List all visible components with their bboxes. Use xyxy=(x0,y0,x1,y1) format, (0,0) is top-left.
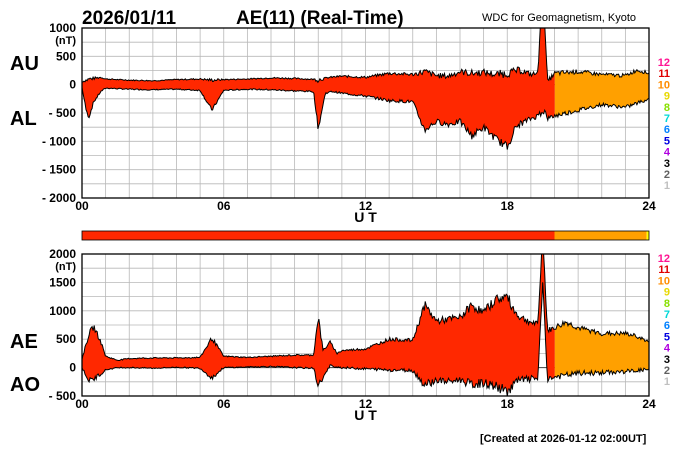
level-label: 7 xyxy=(664,309,670,321)
area-before-20ut xyxy=(82,28,555,150)
time-bar-segment xyxy=(82,231,555,240)
series-label-au: AU xyxy=(10,53,39,75)
x-tick-label: 06 xyxy=(217,199,231,213)
series-line-ao xyxy=(82,282,649,396)
series-line-ae xyxy=(82,254,649,361)
created-timestamp: [Created at 2026-01-12 02:00UT] xyxy=(480,433,647,445)
source-label: WDC for Geomagnetism, Kyoto xyxy=(482,12,636,24)
chart-title: AE(11) (Real-Time) xyxy=(236,8,404,29)
y-tick-label: 1500 xyxy=(49,275,76,289)
level-label: 11 xyxy=(658,68,670,80)
level-label: 1 xyxy=(664,376,670,388)
series-label-ao: AO xyxy=(10,374,40,396)
level-label: 2 xyxy=(664,365,670,377)
time-bar-segment xyxy=(646,231,649,240)
area-after-20ut xyxy=(554,321,649,380)
level-label: 6 xyxy=(664,124,670,136)
plot-frame xyxy=(81,253,650,397)
level-label: 3 xyxy=(664,354,670,366)
data-area-group xyxy=(82,28,649,150)
level-label: 8 xyxy=(664,298,670,310)
level-label: 2 xyxy=(664,169,670,181)
au-al-panel: 1000 500 0 - 500 - 1000 - 1500 - 2000 (nT) 00 06 1… xyxy=(10,21,656,225)
y-tick-label: 0 xyxy=(69,361,76,375)
series-line-al xyxy=(82,87,649,150)
date-title: 2026/01/11 xyxy=(82,8,176,29)
series-line-au xyxy=(82,28,649,84)
x-tick-label: 18 xyxy=(501,397,515,411)
x-tick-label: 12 xyxy=(359,397,373,411)
level-label: 12 xyxy=(658,253,670,265)
x-tick-label: 24 xyxy=(642,199,656,213)
level-label: 6 xyxy=(664,320,670,332)
x-tick-label: 18 xyxy=(501,199,515,213)
data-area-group xyxy=(82,254,649,396)
ae-ao-panel: 2000 1500 1000 500 0 - 500 (nT) 00 06 12 18 24 U T AE… xyxy=(10,247,656,423)
level-label: 5 xyxy=(664,135,670,147)
level-label: 8 xyxy=(664,102,670,114)
x-axis-label: U T xyxy=(354,407,377,423)
level-label: 11 xyxy=(658,264,670,276)
x-tick-label: 12 xyxy=(359,199,373,213)
level-label: 7 xyxy=(664,113,670,125)
y-tick-label: - 1000 xyxy=(42,134,76,148)
y-tick-label: - 2000 xyxy=(42,191,76,205)
area-before-20ut xyxy=(82,254,555,396)
y-tick-label: - 500 xyxy=(49,106,77,120)
x-tick-label: 00 xyxy=(75,199,89,213)
y-tick-label: 2000 xyxy=(49,247,76,261)
time-bar-frame xyxy=(81,230,650,241)
level-label: 10 xyxy=(658,275,670,287)
x-tick-label: 24 xyxy=(642,397,656,411)
level-label: 9 xyxy=(664,287,670,299)
time-bar-segment xyxy=(554,231,647,240)
y-tick-label: 500 xyxy=(56,49,76,63)
x-axis-label: U T xyxy=(354,209,377,225)
y-tick-label: - 500 xyxy=(49,389,77,403)
y-tick-label: - 1500 xyxy=(42,163,76,177)
plot-frame xyxy=(81,27,650,199)
y-unit-label: (nT) xyxy=(55,261,76,273)
area-after-20ut xyxy=(554,69,649,117)
y-tick-label: 0 xyxy=(69,78,76,92)
series-label-al: AL xyxy=(10,108,37,130)
series-label-ae: AE xyxy=(10,331,38,353)
level-label: 10 xyxy=(658,79,670,91)
x-tick-label: 06 xyxy=(217,397,231,411)
y-tick-label: 1000 xyxy=(49,21,76,35)
y-tick-label: 1000 xyxy=(49,304,76,318)
level-label: 4 xyxy=(664,343,671,355)
y-unit-label: (nT) xyxy=(55,35,76,47)
time-coverage-bar xyxy=(81,230,650,241)
level-label: 9 xyxy=(664,91,670,103)
x-tick-label: 00 xyxy=(75,397,89,411)
level-label: 12 xyxy=(658,57,670,69)
level-label: 3 xyxy=(664,158,670,170)
y-tick-label: 500 xyxy=(56,332,76,346)
level-label: 5 xyxy=(664,331,670,343)
level-label: 4 xyxy=(664,147,671,159)
level-label: 1 xyxy=(664,180,670,192)
